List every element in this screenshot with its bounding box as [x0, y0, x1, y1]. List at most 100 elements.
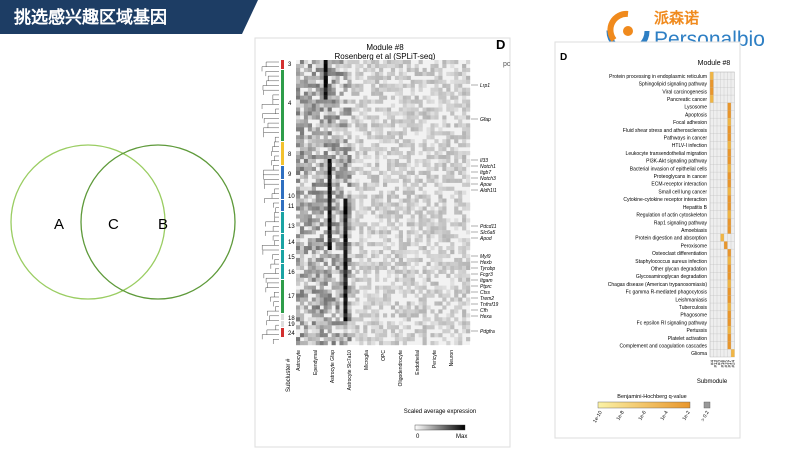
subcluster-label: 18 — [288, 316, 295, 322]
cell-type-label: Pericyte — [432, 350, 438, 368]
heatmap-cell — [315, 194, 320, 199]
gene-label: Myl9 — [480, 254, 491, 260]
pathway-label: Osteoclast differentiation — [652, 251, 707, 257]
heatmap-cell — [335, 174, 340, 179]
heatmap-cell — [347, 285, 352, 290]
heatmap-cell — [446, 301, 451, 306]
heatmap-cell — [458, 162, 463, 168]
heatmap-cell — [406, 317, 411, 322]
heatmap-cell — [379, 341, 384, 346]
submodule-label: #3 — [716, 360, 721, 366]
heatmap-cell — [311, 71, 316, 77]
heatmap-cell — [422, 115, 427, 120]
heatmap-cell — [359, 103, 364, 108]
heatmap-cell — [367, 155, 372, 160]
heatmap-cell — [351, 170, 356, 175]
enrichment-cell — [731, 349, 735, 357]
heatmap-cell — [410, 127, 415, 132]
heatmap-cell — [299, 257, 305, 263]
heatmap-cell — [331, 143, 336, 148]
heatmap-cell — [426, 115, 431, 120]
heatmap-cell — [355, 317, 360, 322]
heatmap-cell — [311, 269, 316, 274]
submodule-label: #15 — [723, 360, 728, 368]
heatmap-cell — [426, 226, 431, 231]
heatmap-cell — [296, 273, 301, 278]
heatmap-cell — [296, 63, 301, 69]
heatmap-cell — [319, 285, 324, 290]
heatmap-cell — [363, 289, 368, 294]
heatmap-cell — [390, 139, 396, 144]
heatmap-cell — [434, 139, 439, 144]
heatmap-cell — [315, 293, 320, 298]
heatmap-cell — [351, 182, 356, 187]
heatmap-cell — [466, 238, 471, 243]
heatmap-cell — [430, 174, 435, 179]
heatmap-cell — [307, 99, 313, 104]
heatmap-cell — [343, 174, 348, 179]
heatmap-cell — [398, 309, 403, 314]
heatmap-cell — [347, 301, 352, 306]
heatmap-cell — [390, 321, 396, 326]
heatmap-cell — [390, 178, 396, 183]
heatmap-cell — [446, 151, 451, 156]
enrichment-cell — [727, 187, 731, 196]
heatmap-cell — [335, 123, 340, 128]
heatmap-cell — [383, 313, 388, 318]
heatmap-cell — [347, 269, 352, 274]
heatmap-cell — [458, 289, 463, 294]
heatmap-cell — [311, 60, 316, 65]
heatmap-cell — [462, 127, 467, 132]
heatmap-cell — [343, 325, 348, 330]
heatmap-cell — [339, 210, 344, 215]
heatmap-cell — [311, 206, 316, 211]
heatmap-cell — [383, 202, 388, 207]
heatmap-cell — [442, 206, 447, 211]
enrichment-cell — [727, 210, 731, 219]
heatmap-cell — [414, 313, 419, 318]
heatmap-cell — [303, 273, 309, 278]
heatmap-cell — [363, 131, 368, 136]
heatmap-cell — [367, 107, 372, 112]
heatmap-cell — [402, 317, 407, 322]
heatmap-cell — [446, 246, 451, 251]
heatmap-cell — [371, 293, 376, 298]
heatmap-cell — [319, 182, 324, 187]
heatmap-cell — [315, 333, 320, 338]
subcluster-bar — [281, 264, 284, 279]
heatmap-cell — [359, 210, 364, 215]
heatmap-cell — [347, 313, 352, 318]
heatmap-cell — [323, 269, 328, 274]
heatmap-cell — [296, 91, 301, 96]
heatmap-cell — [371, 301, 376, 306]
heatmap-cell — [331, 111, 336, 116]
heatmap-cell — [466, 277, 471, 282]
heatmap-cell — [315, 63, 320, 69]
heatmap-cell — [458, 261, 463, 267]
heatmap-cell — [375, 63, 380, 69]
heatmap-cell — [442, 250, 447, 255]
heatmap-cell — [402, 111, 407, 116]
heatmap-cell — [414, 71, 419, 77]
heatmap-cell — [327, 269, 332, 274]
heatmap-cell — [343, 162, 348, 168]
heatmap-cell — [296, 127, 301, 132]
heatmap-cell — [422, 305, 427, 310]
heatmap-cell — [331, 210, 336, 215]
heatmap-cell — [343, 341, 348, 346]
heatmap-cell — [462, 242, 467, 247]
heatmap-cell — [303, 218, 309, 223]
heatmap-cell — [363, 277, 368, 282]
heatmap-cell — [327, 273, 332, 278]
heatmap-cell — [466, 135, 471, 140]
heatmap-cell — [398, 111, 403, 116]
heatmap-cell — [462, 313, 467, 318]
heatmap-cell — [299, 218, 305, 223]
heatmap-cell — [442, 265, 447, 270]
heatmap-cell — [462, 329, 467, 334]
heatmap-cell — [335, 222, 340, 227]
heatmap-cell — [402, 190, 407, 195]
heatmap-cell — [331, 222, 336, 227]
heatmap-cell — [454, 155, 459, 160]
heatmap-cell — [323, 111, 328, 116]
